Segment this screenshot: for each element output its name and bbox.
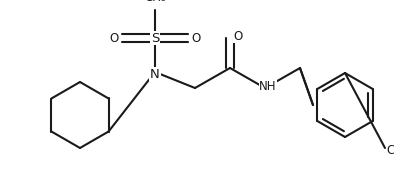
Text: S: S: [151, 31, 159, 44]
Text: O: O: [191, 31, 201, 44]
Text: NH: NH: [259, 80, 277, 93]
Text: Cl: Cl: [386, 144, 394, 157]
Text: O: O: [233, 30, 243, 43]
Text: N: N: [150, 67, 160, 80]
Text: O: O: [110, 31, 119, 44]
Text: CH₃: CH₃: [144, 0, 166, 4]
